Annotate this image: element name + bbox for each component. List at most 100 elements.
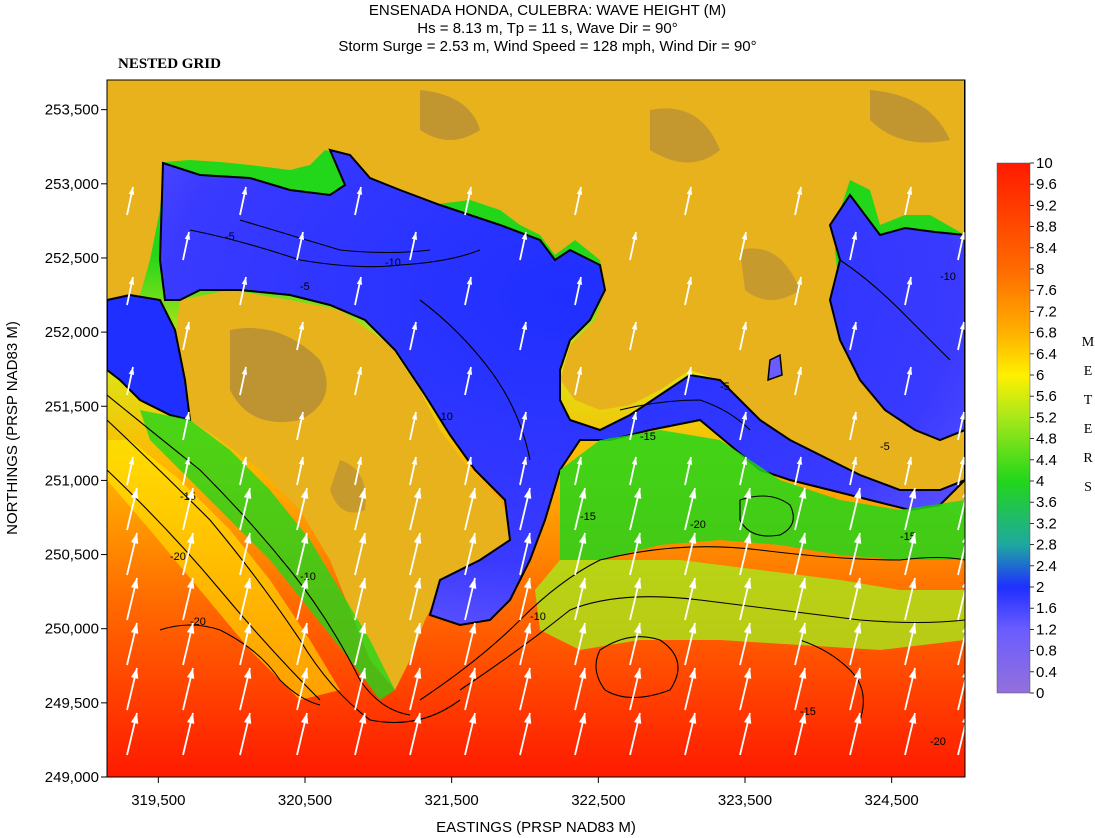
wave-arrow-head <box>521 457 528 465</box>
wave-arrow-head <box>128 277 135 285</box>
upland-patch <box>650 108 720 163</box>
wave-arrow-head <box>796 277 803 285</box>
y-tick-label: 252,500 <box>45 250 99 267</box>
wave-arrow-head <box>796 457 803 465</box>
wave-arrow-head <box>908 488 917 499</box>
y-tick-label: 253,500 <box>45 102 99 119</box>
wave-arrow-head <box>468 578 477 589</box>
wave-arrow-head <box>468 713 477 724</box>
colorbar-title-letter: T <box>1083 393 1093 408</box>
wave-arrow-head <box>961 537 965 543</box>
colorbar-tick-label: 8.4 <box>1036 240 1057 257</box>
wave-arrow <box>957 541 965 576</box>
x-tick-label: 319,500 <box>131 792 185 809</box>
wave-arrow-head <box>241 367 248 375</box>
wave-arrow-head <box>413 713 422 724</box>
wave-arrow-head <box>521 232 528 240</box>
colorbar-tick-label: 6 <box>1036 367 1044 384</box>
wave-arrow-head <box>906 457 913 465</box>
wave-arrow-head <box>576 457 583 465</box>
wave-arrow <box>957 496 965 531</box>
x-tick-label: 320,500 <box>278 792 332 809</box>
wave-arrow-head <box>906 187 913 195</box>
wave-arrow-head <box>906 367 913 375</box>
wave-arrow-head <box>130 488 139 499</box>
wave-arrow-head <box>961 717 965 723</box>
nearshore-shelf <box>560 430 965 560</box>
wave-arrow-head <box>853 623 862 634</box>
wave-arrow-head <box>961 627 965 633</box>
wave-arrow-head <box>466 367 473 375</box>
depth-contours <box>107 219 965 723</box>
wave-arrow <box>957 721 965 756</box>
colorbar-tick-label: 10 <box>1036 155 1053 172</box>
wave-arrow-head <box>743 578 752 589</box>
y-axis-title: NORTHINGS (PRSP NAD83 M) <box>4 321 21 535</box>
contour-labels: -5 -10 -5 -10 -15 -20 -20 -15 -20 -10 -1… <box>170 231 956 748</box>
colorbar-tick-label: 4.4 <box>1036 452 1057 469</box>
contour-label: -10 <box>437 411 453 423</box>
wave-arrow-head <box>851 322 858 330</box>
wave-arrow <box>957 631 965 666</box>
colorbar-tick-label: 4.8 <box>1036 431 1057 448</box>
wave-arrow-head <box>300 623 309 634</box>
wave-arrow-head <box>241 187 248 195</box>
wave-arrow-head <box>578 668 587 679</box>
wave-arrow-head <box>743 713 752 724</box>
y-tick-label: 252,000 <box>45 324 99 341</box>
wave-arrow-head <box>688 488 697 499</box>
contour-label: -5 <box>720 381 730 393</box>
y-tick-label: 250,000 <box>45 621 99 638</box>
wave-arrow-head <box>576 187 583 195</box>
wave-arrow-head <box>959 232 965 240</box>
contour-label: -15 <box>640 431 656 443</box>
colorbar-tick-label: 6.4 <box>1036 346 1057 363</box>
wave-arrow-head <box>798 623 807 634</box>
colorbar-tick-label: 2.4 <box>1036 558 1057 575</box>
wave-arrow-head <box>300 488 309 499</box>
wave-arrow-head <box>523 488 532 499</box>
wave-arrow-head <box>631 322 638 330</box>
wave-arrow-head <box>300 668 309 679</box>
wave-arrow-head <box>243 623 252 634</box>
wave-arrow-head <box>468 488 477 499</box>
wave-arrow-head <box>576 277 583 285</box>
x-tick-label: 322,500 <box>571 792 625 809</box>
contour-label: -10 <box>300 571 316 583</box>
wave-arrow-head <box>243 668 252 679</box>
wave-arrow-head <box>466 277 473 285</box>
contour-label: -10 <box>385 257 401 269</box>
wave-arrow-head <box>688 623 697 634</box>
wave-arrow-head <box>908 668 917 679</box>
wave-arrow-head <box>356 457 363 465</box>
wave-arrow-head <box>130 533 139 544</box>
wave-arrow-head <box>853 713 862 724</box>
colorbar-title: M E T E R S <box>1078 335 1095 509</box>
wave-arrow-head <box>243 533 252 544</box>
wave-arrow-head <box>413 578 422 589</box>
wave-arrow-head <box>853 488 862 499</box>
colorbar-title-letter: M <box>1081 335 1095 350</box>
wave-arrow-head <box>128 187 135 195</box>
wave-arrow-head <box>686 277 693 285</box>
contour-label: -15 <box>800 706 816 718</box>
wave-arrow-head <box>411 412 418 420</box>
wave-arrow-head <box>743 623 752 634</box>
contour-label: -20 <box>930 736 946 748</box>
nested-grid-label: NESTED GRID <box>118 56 221 72</box>
wave-arrow-head <box>243 713 252 724</box>
contour-label: -5 <box>880 441 890 453</box>
upland-patch <box>420 90 480 140</box>
colorbar-tick-label: 1.2 <box>1036 621 1057 638</box>
colorbar-tick-label: 7.6 <box>1036 282 1057 299</box>
wave-arrow-head <box>851 412 858 420</box>
wave-arrow-head <box>906 277 913 285</box>
wave-arrow-head <box>358 578 367 589</box>
colorbar-tick-label: 9.6 <box>1036 176 1057 193</box>
x-axis-title: EASTINGS (PRSP NAD83 M) <box>436 819 636 836</box>
wave-arrow-head <box>633 668 642 679</box>
wave-arrow-head <box>743 488 752 499</box>
wave-arrow-head <box>298 457 305 465</box>
wave-arrow-head <box>908 578 917 589</box>
wave-arrow-head <box>796 367 803 375</box>
